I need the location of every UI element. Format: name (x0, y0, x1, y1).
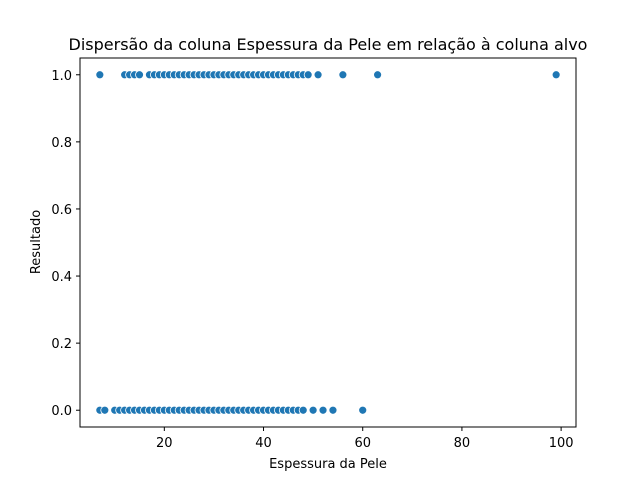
x-tick-label: 40 (255, 436, 272, 451)
scatter-point (358, 405, 368, 415)
axes: 20 40 60 80 100 0.0 0.2 0.4 0.6 0.8 1.0 (51, 57, 577, 451)
scatter-point (298, 405, 308, 415)
data-points (95, 70, 561, 415)
x-tick-label: 80 (454, 436, 471, 451)
scatter-point (373, 70, 383, 80)
y-tick-label: 1.0 (51, 69, 72, 84)
plot-frame (79, 57, 577, 428)
scatter-point (308, 405, 318, 415)
scatter-point (135, 70, 144, 80)
scatter-point (551, 70, 561, 80)
scatter-point (95, 70, 105, 80)
x-tick-label: 60 (354, 436, 371, 451)
scatter-point (338, 70, 348, 80)
x-tick-label: 20 (156, 436, 173, 451)
y-tick-label: 0.6 (51, 203, 72, 218)
y-tick-label: 0.4 (51, 270, 72, 285)
scatter-point (100, 405, 110, 415)
chart-title: Dispersão da coluna Espessura da Pele em… (69, 35, 588, 54)
y-tick-label: 0.0 (51, 404, 72, 419)
x-tick-label: 100 (549, 436, 574, 451)
x-axis-label: Espessura da Pele (269, 457, 387, 472)
scatter-point (313, 70, 323, 80)
scatter-point (303, 70, 313, 80)
y-tick-label: 0.8 (51, 136, 72, 151)
y-axis-label: Resultado (29, 210, 44, 274)
scatter-point (318, 405, 328, 415)
scatter-point (328, 405, 338, 415)
y-tick-label: 0.2 (51, 337, 72, 352)
